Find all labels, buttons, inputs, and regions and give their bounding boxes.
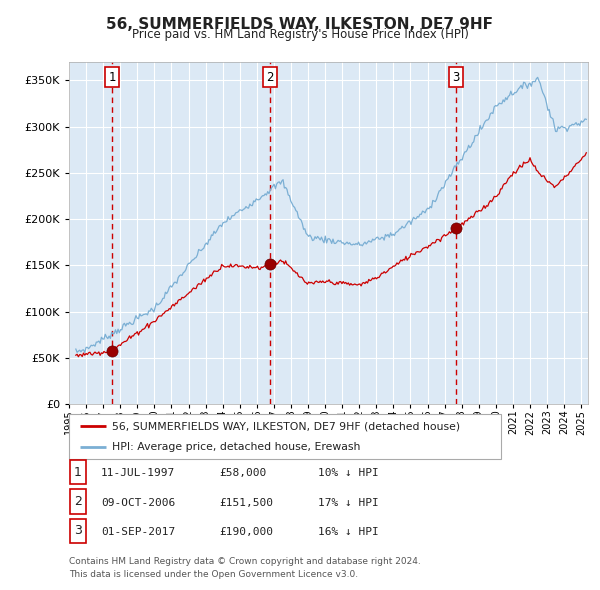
- Text: 56, SUMMERFIELDS WAY, ILKESTON, DE7 9HF (detached house): 56, SUMMERFIELDS WAY, ILKESTON, DE7 9HF …: [112, 421, 460, 431]
- Text: Price paid vs. HM Land Registry's House Price Index (HPI): Price paid vs. HM Land Registry's House …: [131, 28, 469, 41]
- Text: 56, SUMMERFIELDS WAY, ILKESTON, DE7 9HF: 56, SUMMERFIELDS WAY, ILKESTON, DE7 9HF: [107, 17, 493, 31]
- Text: 16% ↓ HPI: 16% ↓ HPI: [318, 527, 379, 537]
- Text: 2: 2: [266, 71, 274, 84]
- Text: HPI: Average price, detached house, Erewash: HPI: Average price, detached house, Erew…: [112, 442, 361, 452]
- Text: £58,000: £58,000: [219, 468, 266, 478]
- Text: 11-JUL-1997: 11-JUL-1997: [101, 468, 175, 478]
- Text: 1: 1: [109, 71, 116, 84]
- Text: Contains HM Land Registry data © Crown copyright and database right 2024.
This d: Contains HM Land Registry data © Crown c…: [69, 557, 421, 579]
- Text: £151,500: £151,500: [219, 498, 273, 507]
- Text: 3: 3: [452, 71, 460, 84]
- Text: 2: 2: [74, 495, 82, 508]
- Text: 09-OCT-2006: 09-OCT-2006: [101, 498, 175, 507]
- Text: 1: 1: [74, 466, 82, 478]
- Text: £190,000: £190,000: [219, 527, 273, 537]
- Text: 3: 3: [74, 525, 82, 537]
- Text: 17% ↓ HPI: 17% ↓ HPI: [318, 498, 379, 507]
- Text: 01-SEP-2017: 01-SEP-2017: [101, 527, 175, 537]
- Text: 10% ↓ HPI: 10% ↓ HPI: [318, 468, 379, 478]
